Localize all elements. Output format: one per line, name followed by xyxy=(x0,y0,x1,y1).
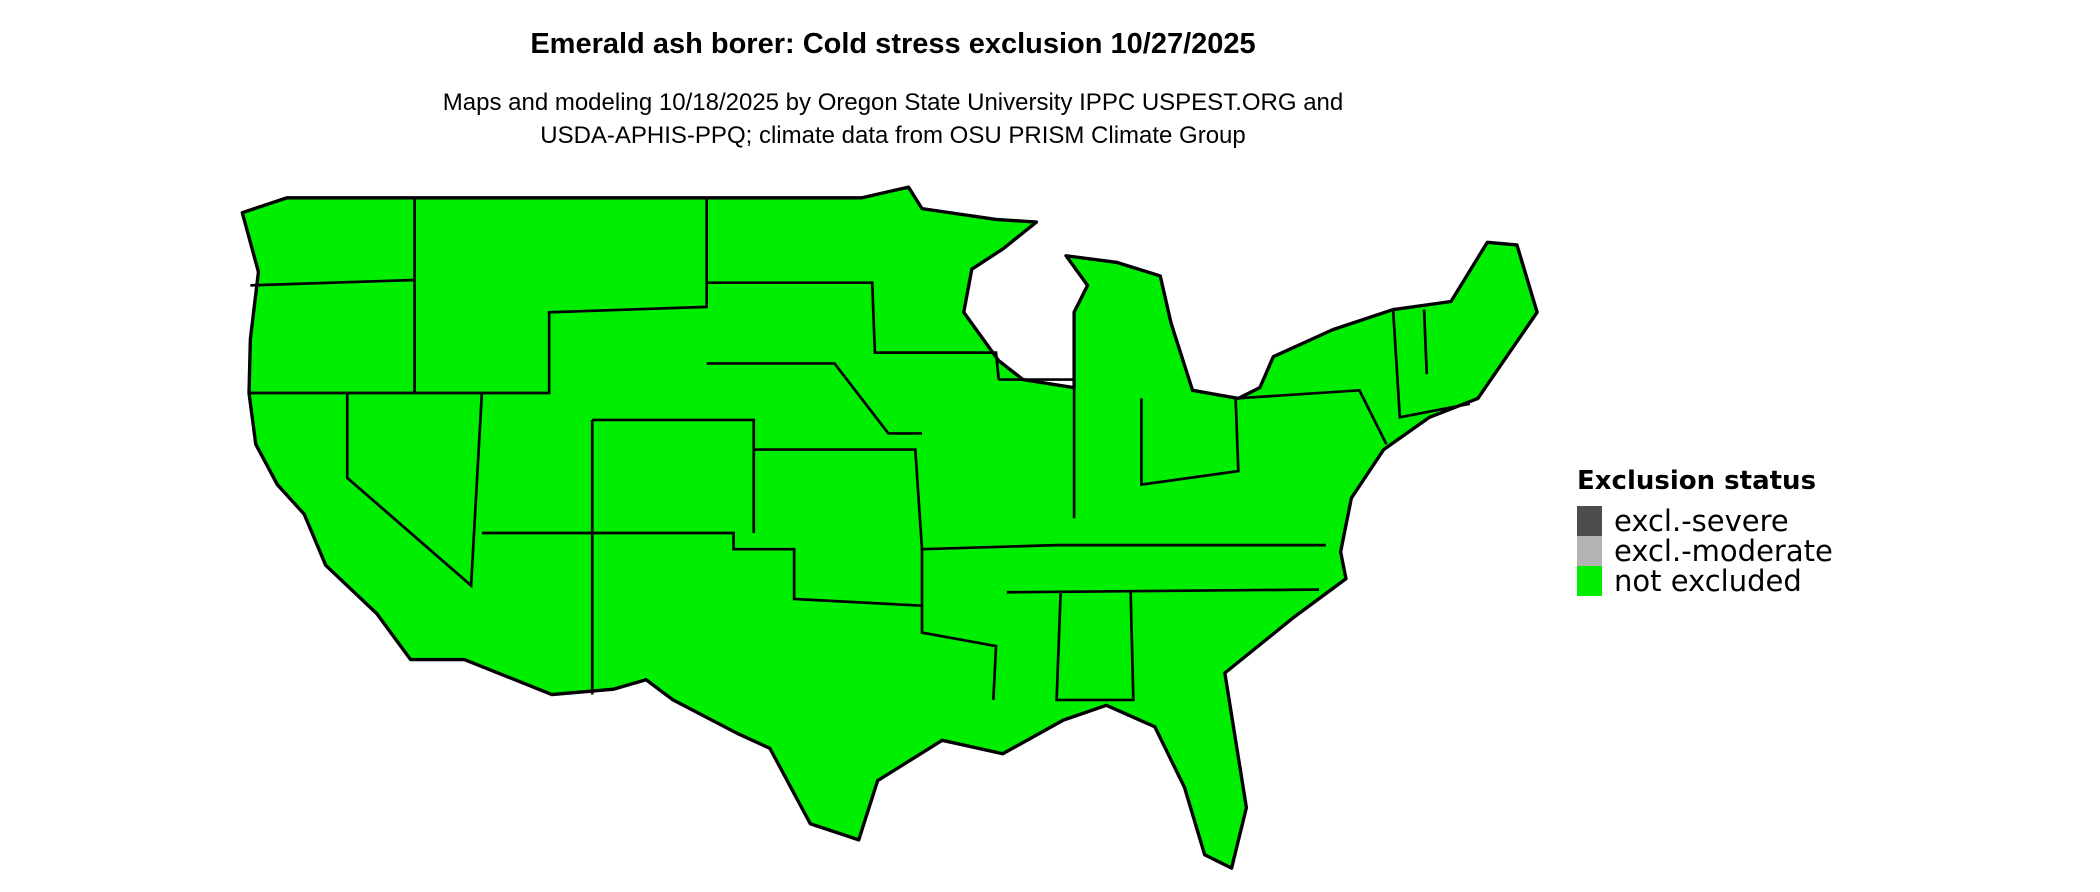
subtitle-line-2: USDA-APHIS-PPQ; climate data from OSU PR… xyxy=(540,122,1246,149)
legend-item-severe: excl.-severe xyxy=(1577,506,1833,536)
map-title: Emerald ash borer: Cold stress exclusion… xyxy=(530,28,1256,60)
legend-swatch xyxy=(1577,566,1602,596)
map-subtitle: Maps and modeling 10/18/2025 by Oregon S… xyxy=(0,86,1786,152)
legend-label: not excluded xyxy=(1614,564,1802,598)
legend-swatch xyxy=(1577,506,1602,536)
subtitle-line-1: Maps and modeling 10/18/2025 by Oregon S… xyxy=(442,89,1344,116)
legend: Exclusion status excl.-severe excl.-mode… xyxy=(1577,466,1833,596)
state-borders xyxy=(250,197,1471,702)
legend-label: excl.-moderate xyxy=(1614,534,1833,568)
legend-swatch xyxy=(1577,536,1602,566)
us-outline xyxy=(240,185,1539,870)
legend-label: excl.-severe xyxy=(1614,504,1789,538)
legend-title: Exclusion status xyxy=(1577,466,1817,496)
legend-item-moderate: excl.-moderate xyxy=(1577,536,1833,566)
legend-item-not-excluded: not excluded xyxy=(1577,566,1833,596)
